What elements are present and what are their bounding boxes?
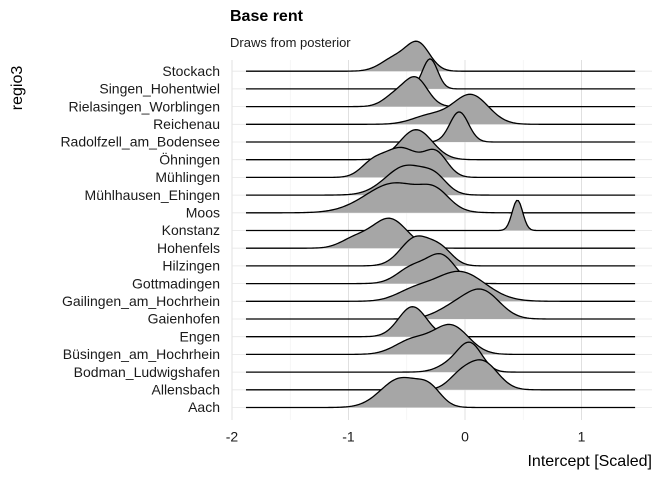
x-tick-label-3: 1: [578, 429, 586, 445]
ridge-line-Stockach: [245, 40, 636, 72]
ridge-Reichenau: [245, 93, 636, 125]
ridge-fill-Mühlingen: [245, 147, 636, 178]
ridge-fill-Moos: [245, 182, 636, 213]
ridge-line-Mühlingen: [245, 146, 636, 179]
ridge-Büsingen_am_Hochrhein: [245, 323, 636, 356]
ridge-Rielasingen_Worblingen: [245, 75, 636, 108]
ridge-line-Rielasingen_Worblingen: [245, 75, 636, 108]
y-tick-label-Singen_Hohentwiel: Singen_Hohentwiel: [99, 81, 220, 97]
y-tick-label-Aach: Aach: [188, 399, 220, 415]
ridge-fill-Gailingen_am_Hochrhein: [245, 271, 636, 302]
ridge-fill-Aach: [245, 377, 636, 408]
ridge-line-Moos: [245, 182, 636, 214]
x-tick-label-1: -1: [342, 429, 355, 445]
y-tick-label-Allensbach: Allensbach: [152, 382, 221, 398]
ridge-fill-Gaienhofen: [245, 289, 636, 319]
ridge-fill-Büsingen_am_Hochrhein: [245, 324, 636, 355]
y-tick-label-Gailingen_am_Hochrhein: Gailingen_am_Hochrhein: [62, 293, 220, 309]
y-tick-label-Stockach: Stockach: [162, 63, 220, 79]
y-tick-label-Engen: Engen: [180, 328, 220, 344]
ridge-fill-Bodman_Ludwigshafen: [245, 342, 636, 373]
ridge-line-Radolfzell_am_Bodensee: [245, 111, 636, 143]
ridge-line-Gailingen_am_Hochrhein: [245, 270, 636, 302]
y-tick-label-Reichenau: Reichenau: [153, 116, 220, 132]
y-tick-label-Mühlingen: Mühlingen: [155, 169, 220, 185]
ridge-Bodman_Ludwigshafen: [245, 341, 636, 373]
ridge-line-Öhningen: [245, 129, 636, 161]
ridge-line-Gaienhofen: [245, 288, 636, 320]
x-tick-label-2: 0: [461, 429, 469, 445]
ridge-Hilzingen: [245, 235, 636, 267]
ridge-Radolfzell_am_Bodensee: [245, 111, 636, 143]
ridge-Gailingen_am_Hochrhein: [245, 270, 636, 302]
ridge-line-Gottmadingen: [245, 252, 636, 285]
ridge-Konstanz: [245, 199, 636, 232]
y-tick-label-Gaienhofen: Gaienhofen: [148, 311, 220, 327]
chart-title: Base rent: [230, 8, 303, 25]
y-tick-label-Büsingen_am_Hochrhein: Büsingen_am_Hochrhein: [63, 346, 220, 362]
y-axis-title: regio3: [9, 66, 26, 111]
ridge-fill-Mühlhausen_Ehingen: [245, 165, 636, 196]
y-tick-label-Hilzingen: Hilzingen: [162, 258, 220, 274]
ridge-Mühlhausen_Ehingen: [245, 164, 636, 196]
ridge-line-Allensbach: [245, 359, 636, 391]
chart-subtitle: Draws from posterior: [230, 35, 351, 50]
ridge-fill-Singen_Hohentwiel: [245, 58, 636, 89]
ridge-Moos: [245, 182, 636, 214]
y-tick-label-Mühlhausen_Ehingen: Mühlhausen_Ehingen: [85, 187, 220, 203]
ridges: [245, 40, 636, 409]
x-axis-title: Intercept [Scaled]: [527, 453, 652, 470]
ridge-line-Singen_Hohentwiel: [245, 58, 636, 90]
y-tick-label-Bodman_Ludwigshafen: Bodman_Ludwigshafen: [74, 364, 220, 380]
ridge-fill-Gottmadingen: [245, 253, 636, 284]
ridge-fill-Allensbach: [245, 359, 636, 390]
ridge-fill-Hilzingen: [245, 235, 636, 266]
y-tick-label-Konstanz: Konstanz: [162, 222, 220, 238]
ridge-line-Aach: [245, 376, 636, 409]
ridge-Mühlingen: [245, 146, 636, 179]
y-tick-label-Gottmadingen: Gottmadingen: [132, 275, 220, 291]
ridge-Gottmadingen: [245, 252, 636, 285]
ridge-Stockach: [245, 40, 636, 72]
ridge-fill-Reichenau: [245, 94, 636, 125]
ridge-line-Bodman_Ludwigshafen: [245, 341, 636, 373]
ridge-line-Büsingen_am_Hochrhein: [245, 323, 636, 356]
y-tick-label-Hohenfels: Hohenfels: [157, 240, 220, 256]
ridge-line-Reichenau: [245, 93, 636, 125]
ridge-Aach: [245, 376, 636, 409]
ridge-Gaienhofen: [245, 288, 636, 320]
ridge-line-Hilzingen: [245, 235, 636, 267]
x-tick-labels: -2 -1 0 1: [226, 429, 586, 445]
ridge-Allensbach: [245, 359, 636, 391]
ridge-line-Konstanz: [245, 199, 636, 232]
y-tick-label-Rielasingen_Worblingen: Rielasingen_Worblingen: [68, 98, 220, 114]
y-tick-label-Öhningen: Öhningen: [159, 150, 220, 167]
x-tick-label-0: -2: [226, 429, 239, 445]
ridge-line-Mühlhausen_Ehingen: [245, 164, 636, 196]
ridge-Singen_Hohentwiel: [245, 58, 636, 90]
y-tick-label-Radolfzell_am_Bodensee: Radolfzell_am_Bodensee: [60, 134, 220, 150]
y-tick-label-Moos: Moos: [186, 205, 220, 221]
